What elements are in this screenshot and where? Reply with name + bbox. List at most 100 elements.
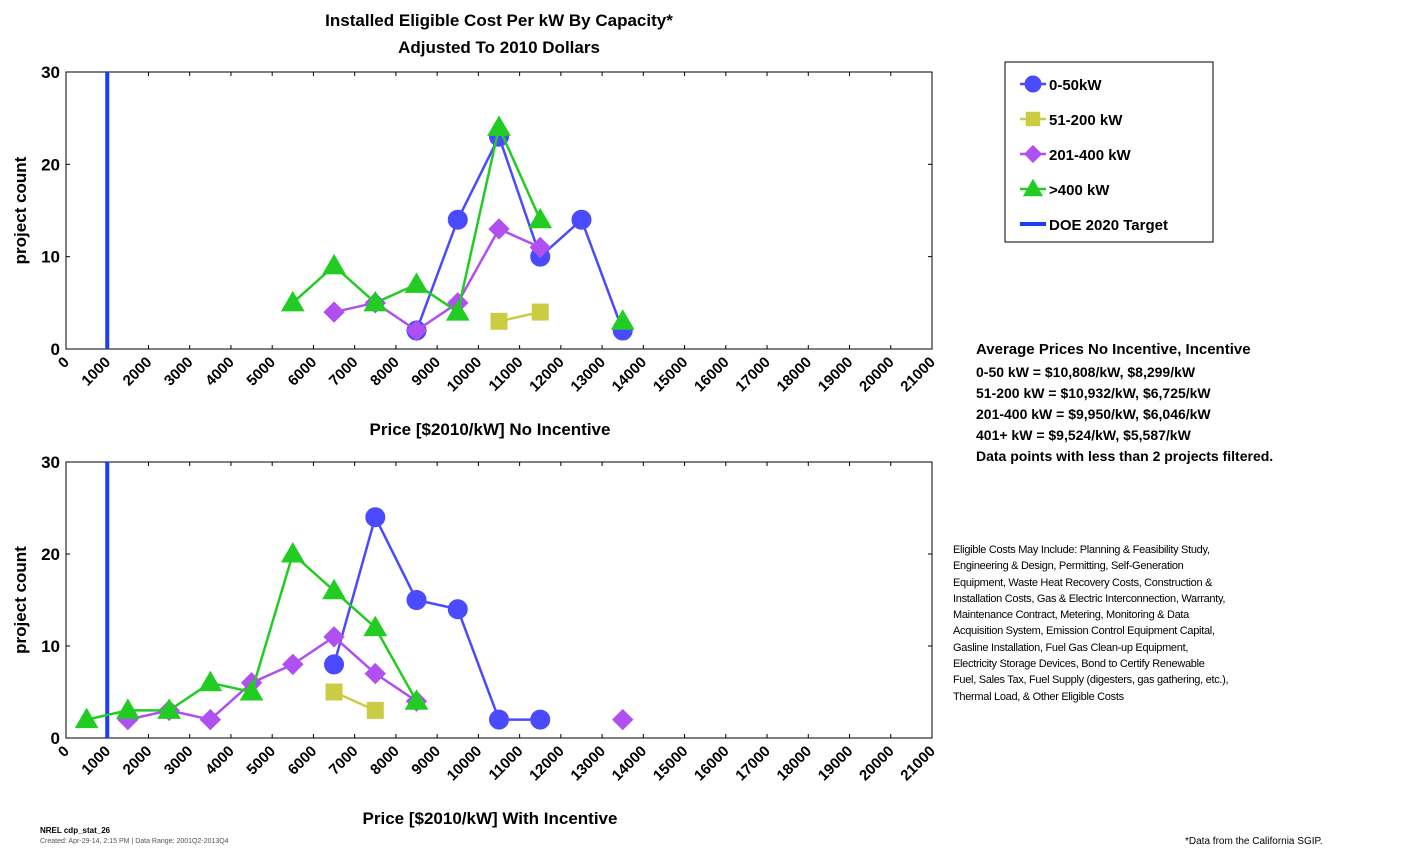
x-tick-label: 4000	[202, 354, 238, 390]
footer-id: NREL cdp_stat_26	[40, 826, 111, 835]
marker	[157, 698, 181, 719]
eligible-line: Fuel, Sales Tax, Fuel Supply (digesters,…	[953, 674, 1229, 687]
marker	[529, 236, 551, 259]
marker	[280, 542, 305, 563]
x-axis-label: Price [$2010/kW] No Incentive	[370, 420, 611, 439]
marker	[363, 290, 388, 312]
x-tick-label: 6000	[285, 743, 321, 779]
legend-marker	[1024, 75, 1042, 93]
marker	[530, 709, 551, 730]
x-tick-label: 1000	[78, 743, 114, 779]
eligible-line: Acquisition System, Emission Control Equ…	[953, 625, 1215, 638]
marker	[115, 698, 140, 719]
chart-subtitle: Adjusted To 2010 Dollars	[398, 38, 600, 57]
x-tick-label: 6000	[285, 354, 321, 390]
y-tick-label: 0	[51, 340, 60, 359]
marker	[199, 708, 222, 731]
avg-line: 0-50 kW = $10,808/kW, $8,299/kW	[976, 364, 1196, 380]
legend-label: >400 kW	[1049, 182, 1110, 199]
y-tick-label: 30	[41, 63, 60, 82]
legend-label: DOE 2020 Target	[1049, 217, 1168, 234]
marker	[488, 218, 510, 240]
legend-marker	[1022, 178, 1044, 197]
marker	[323, 626, 345, 648]
footer-source: *Data from the California SGIP.	[1185, 836, 1323, 847]
legend-marker	[1025, 111, 1041, 127]
chart-title: Installed Eligible Cost Per kW By Capaci…	[325, 11, 673, 30]
x-tick-label: 7000	[326, 354, 362, 390]
avg-line: Data points with less than 2 projects fi…	[976, 448, 1274, 464]
legend-marker	[1024, 75, 1042, 93]
marker	[531, 303, 549, 321]
avg-line: 201-400 kW = $9,950/kW, $6,046/kW	[976, 406, 1211, 422]
x-tick-label: 13000	[567, 743, 609, 785]
marker	[323, 301, 345, 323]
x-tick-label: 17000	[732, 354, 774, 396]
marker	[404, 689, 429, 710]
marker	[405, 319, 428, 342]
eligible-line: Gasline Installation, Fuel Gas Clean-up …	[953, 641, 1189, 654]
x-tick-label: 18000	[774, 743, 816, 785]
footer-created: Created: Apr-29-14, 2:15 PM | Data Range…	[40, 838, 229, 845]
eligible-line: Equipment, Waste Heat Recovery Costs, Co…	[953, 576, 1213, 589]
x-tick-label: 16000	[691, 354, 733, 396]
x-tick-label: 19000	[815, 743, 857, 785]
avg-line: 401+ kW = $9,524/kW, $5,587/kW	[976, 427, 1191, 443]
x-tick-label: 19000	[815, 354, 857, 396]
y-axis-label: project count	[11, 546, 30, 654]
x-tick-label: 17000	[732, 743, 774, 785]
marker	[447, 599, 468, 620]
x-tick-label: 5000	[243, 743, 279, 779]
x-tick-label: 20000	[856, 354, 898, 396]
marker	[612, 708, 634, 731]
eligible-line: Eligible Costs May Include: Planning & F…	[953, 544, 1210, 556]
marker	[490, 312, 508, 330]
series-line	[415, 133, 624, 331]
marker	[489, 709, 509, 730]
x-tick-label: 7000	[326, 743, 362, 779]
marker	[280, 290, 305, 312]
x-tick-label: 2000	[120, 743, 156, 779]
x-tick-label: 11000	[486, 354, 527, 395]
eligible-line: Electricity Storage Devices, Bond to Cer…	[953, 658, 1205, 671]
x-tick-label: 8000	[367, 354, 403, 390]
avg-block: 0-50 kW = $10,808/kW, $8,299/kW 51-200 kW…	[976, 362, 1273, 467]
x-tick-label: 10000	[444, 743, 486, 785]
eligible-costs: Eligible Costs May Include: Planning & F…	[953, 542, 1229, 705]
marker	[447, 209, 468, 230]
marker	[406, 590, 427, 610]
x-tick-label: 9000	[408, 743, 444, 779]
marker	[365, 507, 386, 528]
marker	[74, 707, 99, 729]
legend-label: 51-200 kW	[1049, 112, 1123, 129]
marker	[363, 615, 388, 637]
x-tick-label: 21000	[897, 354, 939, 396]
marker	[282, 653, 304, 676]
marker	[198, 670, 223, 692]
x-tick-label: 15000	[650, 743, 692, 785]
x-axis-label: Price [$2010/kW] With Incentive	[363, 809, 618, 828]
x-tick-label: 2000	[120, 354, 156, 390]
y-tick-label: 10	[41, 637, 60, 656]
y-tick-label: 20	[41, 545, 60, 564]
avg-heading: Average Prices No Incentive, Incentive	[976, 341, 1251, 358]
marker	[445, 300, 470, 321]
marker	[404, 272, 429, 293]
marker	[571, 209, 592, 230]
plot-frame	[65, 71, 933, 350]
x-tick-label: 3000	[161, 743, 197, 779]
legend-marker	[1022, 178, 1044, 197]
marker	[487, 115, 511, 136]
x-tick-label: 16000	[691, 743, 733, 785]
eligible-line: Thermal Load, & Other Eligible Costs	[953, 690, 1124, 703]
legend-label: 0-50kW	[1049, 77, 1102, 94]
x-tick-label: 14000	[609, 743, 651, 785]
marker	[322, 578, 346, 600]
y-tick-label: 20	[41, 155, 60, 174]
x-tick-label: 12000	[526, 354, 568, 396]
x-tick-label: 3000	[161, 354, 197, 390]
x-tick-label: 13000	[567, 354, 609, 396]
eligible-line: Installation Costs, Gas & Electric Inter…	[953, 592, 1226, 605]
